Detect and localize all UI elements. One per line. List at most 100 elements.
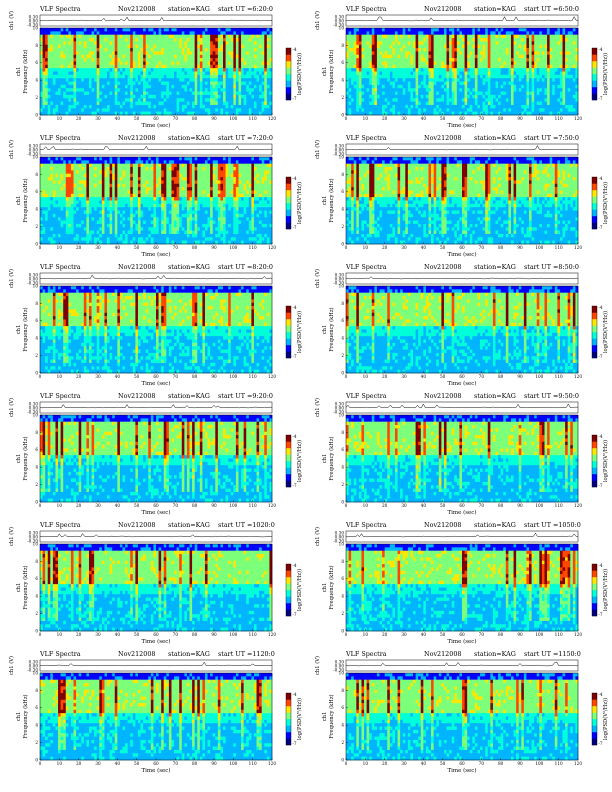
heatmap-cell <box>207 61 211 66</box>
heatmap-cell <box>469 64 473 69</box>
heatmap-cell <box>145 44 149 49</box>
heatmap-cell <box>145 88 149 92</box>
heatmap-cell <box>168 108 172 112</box>
heatmap-cell <box>467 108 471 112</box>
heatmap-cell <box>559 44 563 49</box>
y-tick-label: 8 <box>341 43 344 48</box>
heatmap-cell <box>212 68 216 72</box>
heatmap-cell <box>264 68 268 72</box>
heatmap-cell <box>552 64 556 69</box>
heatmap-cell <box>389 104 393 109</box>
heatmap-cell <box>510 108 514 112</box>
heatmap-cell <box>366 78 370 82</box>
heatmap-cell <box>153 58 157 62</box>
heatmap-cell <box>158 54 162 59</box>
heatmap-cell <box>575 28 579 32</box>
heatmap-cell <box>246 104 250 109</box>
panel-title: VLF Spectra <box>40 134 81 142</box>
heatmap-cell <box>225 160 229 164</box>
heatmap-cell <box>181 94 185 99</box>
heatmap-cell <box>480 101 483 106</box>
heatmap-cell <box>376 91 380 96</box>
heatmap-cell <box>153 91 157 96</box>
heatmap-cell <box>251 34 255 39</box>
heatmap-cell <box>565 68 568 72</box>
heatmap-cell <box>199 34 203 39</box>
heatmap-cell <box>261 101 265 106</box>
heatmap-cell <box>230 160 234 164</box>
heatmap-cell <box>207 44 211 49</box>
heatmap-cell <box>407 51 411 56</box>
heatmap-cell <box>428 71 432 76</box>
heatmap-cell <box>171 160 175 164</box>
heatmap-cell <box>233 91 237 96</box>
heatmap-cell <box>248 68 252 72</box>
heatmap-cell <box>495 84 499 89</box>
heatmap-cell <box>374 41 378 46</box>
heatmap-cell <box>505 64 509 69</box>
heatmap-cell <box>425 94 429 99</box>
heatmap-cell <box>467 94 471 99</box>
heatmap-cell <box>60 74 64 79</box>
heatmap-cell <box>119 88 123 92</box>
heatmap-cell <box>374 84 378 89</box>
heatmap-cell <box>40 108 43 112</box>
heatmap-cell <box>189 88 193 92</box>
heatmap-cell <box>109 58 113 62</box>
heatmap-cell <box>45 64 49 69</box>
heatmap-cell <box>73 28 77 32</box>
heatmap-cell <box>83 81 87 86</box>
heatmap-cell <box>529 44 532 49</box>
heatmap-cell <box>536 94 540 99</box>
heatmap-cell <box>397 91 401 96</box>
heatmap-cell <box>474 101 478 106</box>
heatmap-cell <box>210 68 214 72</box>
heatmap-cell <box>137 68 141 72</box>
heatmap-cell <box>184 64 188 69</box>
heatmap-cell <box>402 38 406 42</box>
heatmap-cell <box>60 111 64 116</box>
heatmap-cell <box>459 101 463 106</box>
heatmap-cell <box>96 104 100 109</box>
heatmap-cell <box>81 94 85 99</box>
heatmap-cell <box>500 44 504 49</box>
heatmap-cell <box>235 104 239 109</box>
heatmap-cell <box>436 58 440 62</box>
heatmap-cell <box>91 58 95 62</box>
heatmap-cell <box>379 74 383 79</box>
heatmap-cell <box>52 98 56 102</box>
heatmap-cell <box>235 78 239 82</box>
heatmap-cell <box>464 38 468 42</box>
heatmap-cell <box>55 160 59 164</box>
heatmap-cell <box>60 31 64 35</box>
heatmap-cell <box>438 88 442 92</box>
heatmap-cell <box>122 160 126 164</box>
heatmap-cell <box>400 104 404 109</box>
heatmap-cell <box>477 58 481 62</box>
heatmap-cell <box>220 44 224 49</box>
heatmap-cell <box>269 58 273 62</box>
heatmap-cell <box>376 101 380 106</box>
heatmap-cell <box>376 61 380 66</box>
heatmap-cell <box>474 88 478 92</box>
heatmap-cell <box>346 104 349 109</box>
heatmap-cell <box>55 98 59 102</box>
heatmap-cell <box>117 38 121 42</box>
heatmap-cell <box>176 101 180 106</box>
heatmap-cell <box>143 111 146 116</box>
heatmap-cell <box>261 58 265 62</box>
colorbar-segment <box>286 67 291 75</box>
heatmap-cell <box>217 84 221 89</box>
heatmap-cell <box>387 34 391 39</box>
heatmap-cell <box>364 71 367 76</box>
heatmap-cell <box>539 58 543 62</box>
heatmap-cell <box>366 81 370 86</box>
heatmap-cell <box>413 74 416 79</box>
heatmap-cell <box>238 98 242 102</box>
heatmap-cell <box>230 108 234 112</box>
heatmap-cell <box>241 98 244 102</box>
heatmap-cell <box>376 64 380 69</box>
heatmap-cell <box>438 54 442 59</box>
heatmap-cell <box>575 64 579 69</box>
heatmap-cell <box>150 58 154 62</box>
